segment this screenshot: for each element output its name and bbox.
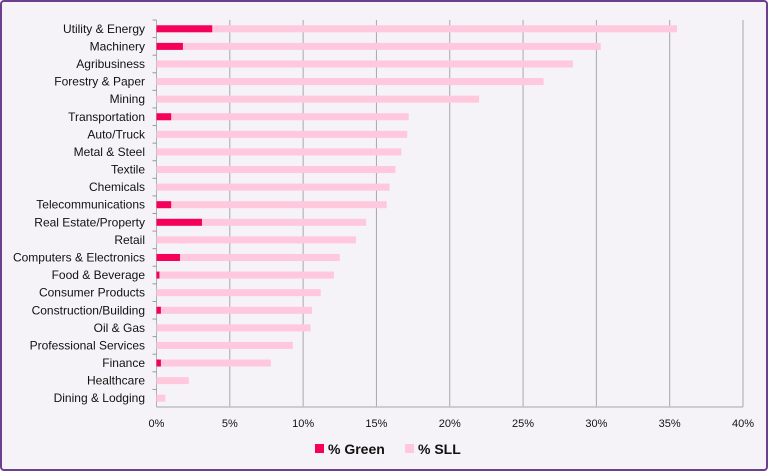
category-label: Chemicals <box>89 180 145 194</box>
sll-bar <box>156 271 334 279</box>
category-label: Real Estate/Property <box>34 215 145 229</box>
x-tick-label: 20% <box>439 418 461 430</box>
category-label: Metal & Steel <box>74 145 145 159</box>
sll-bar <box>156 253 340 261</box>
category-label: Construction/Building <box>32 303 145 317</box>
x-tick-label: 25% <box>512 418 534 430</box>
sll-bar <box>156 166 396 174</box>
sll-bar <box>156 113 409 121</box>
category-label: Dining & Lodging <box>54 391 145 405</box>
sll-bar <box>156 201 387 209</box>
x-tick-label: 5% <box>222 418 238 430</box>
sll-bar <box>156 394 166 402</box>
sll-bar <box>156 60 573 68</box>
green-bar <box>156 113 172 121</box>
x-tick-label: 30% <box>585 418 607 430</box>
green-bar <box>156 253 180 261</box>
sll-bar <box>156 289 321 297</box>
sll-bar <box>156 236 356 244</box>
legend-swatch <box>405 444 414 453</box>
sll-bar <box>156 148 402 156</box>
green-bar <box>156 306 161 314</box>
category-label: Professional Services <box>30 338 145 352</box>
sll-bar <box>156 42 601 50</box>
category-label: Textile <box>111 163 145 177</box>
category-label: Consumer Products <box>39 286 145 300</box>
category-label: Retail <box>114 233 145 247</box>
category-label: Machinery <box>90 39 145 53</box>
sll-bar <box>156 306 312 314</box>
x-tick-label: 40% <box>732 418 754 430</box>
x-tick-label: 35% <box>659 418 681 430</box>
sll-bar <box>156 341 293 349</box>
sll-bar <box>156 78 544 86</box>
category-label: Agribusiness <box>76 57 145 71</box>
sll-bar <box>156 218 367 226</box>
sll-bar <box>156 130 408 138</box>
category-label: Forestry & Paper <box>54 75 145 89</box>
category-label: Finance <box>102 356 145 370</box>
x-tick-label: 10% <box>292 418 314 430</box>
category-label: Telecommunications <box>36 198 145 212</box>
x-tick-label: 15% <box>365 418 387 430</box>
category-label: Utility & Energy <box>63 22 145 36</box>
green-bar <box>156 218 202 226</box>
green-bar <box>156 25 213 33</box>
legend-label: % SLL <box>418 441 461 457</box>
green-bar <box>156 42 183 50</box>
sll-bar <box>156 95 480 103</box>
category-label: Mining <box>110 92 145 106</box>
green-bar <box>156 359 161 367</box>
sll-bar <box>156 25 678 33</box>
category-label: Transportation <box>68 110 145 124</box>
category-label: Computers & Electronics <box>13 250 145 264</box>
category-label: Healthcare <box>87 374 145 388</box>
category-label: Food & Beverage <box>52 268 146 282</box>
category-label: Oil & Gas <box>94 321 145 335</box>
category-label: Auto/Truck <box>87 127 146 141</box>
sll-bar <box>156 377 189 385</box>
sll-bar <box>156 359 271 367</box>
sll-bar <box>156 324 311 332</box>
green-bar <box>156 201 172 209</box>
legend-label: % Green <box>328 441 385 457</box>
green-bar <box>156 271 160 279</box>
sll-bar <box>156 183 390 191</box>
x-tick-label: 0% <box>149 418 165 430</box>
legend-swatch <box>315 444 324 453</box>
